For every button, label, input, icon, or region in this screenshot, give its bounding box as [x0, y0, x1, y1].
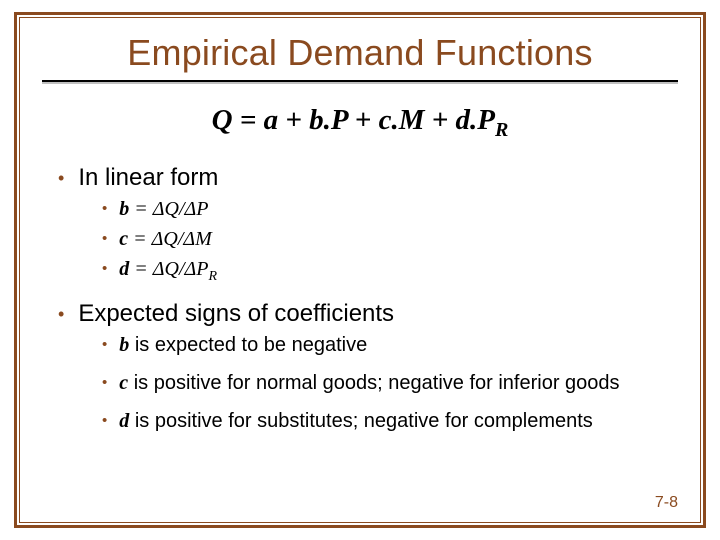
coef-symbol: b [119, 334, 129, 356]
definition-text: d = ΔQ/ΔPR [119, 256, 217, 290]
description-text: is expected to be negative [129, 334, 367, 356]
sign-text: d is positive for substitutes; negative … [119, 408, 593, 434]
coef-symbol: d [119, 258, 129, 280]
bullet-icon: • [102, 256, 107, 282]
coef-symbol: d [119, 410, 129, 432]
delta-q: ΔQ/ [153, 258, 185, 280]
slide-outer-frame: Empirical Demand Functions Q = a + b.P +… [14, 12, 706, 528]
section-heading: In linear form [78, 164, 218, 192]
coef-c-definition: • c = ΔQ/ΔM [102, 226, 668, 252]
delta-denom: ΔP [185, 198, 209, 220]
bullet-icon: • [102, 226, 107, 252]
coef-symbol: c [119, 228, 128, 250]
description-text: is positive for substitutes; negative fo… [129, 410, 593, 432]
sign-d-item: • d is positive for substitutes; negativ… [102, 408, 668, 434]
expected-signs-items: • b is expected to be negative • c is po… [102, 332, 668, 434]
eq-lhs: Q [212, 104, 233, 136]
slide-title: Empirical Demand Functions [52, 32, 668, 74]
demand-equation: Q = a + b.P + c.M + d.PR [52, 104, 668, 142]
delta-q: ΔQ/ [153, 198, 185, 220]
description-text: is positive for normal goods; negative f… [128, 372, 619, 394]
delta-denom: ΔM [183, 228, 211, 250]
bullet-icon: • [102, 332, 107, 358]
eq-coef-d: d. [456, 104, 478, 136]
title-underline [42, 80, 678, 82]
equals-text: = [129, 258, 153, 280]
eq-coef-c: c. [379, 104, 399, 136]
bullet-icon: • [102, 370, 107, 396]
page-number: 7-8 [655, 494, 678, 512]
equals-text: = [128, 228, 152, 250]
section-heading: Expected signs of coefficients [78, 300, 394, 328]
eq-var-p: P [331, 104, 348, 136]
coef-d-definition: • d = ΔQ/ΔPR [102, 256, 668, 290]
bullet-icon: • [58, 164, 64, 192]
sign-text: b is expected to be negative [119, 332, 367, 358]
eq-plus-3: + [425, 104, 456, 136]
eq-equals: = [233, 104, 264, 136]
eq-var-m: M [399, 104, 425, 136]
eq-term-a: a [264, 104, 279, 136]
eq-plus-1: + [278, 104, 309, 136]
coef-symbol: c [119, 372, 128, 394]
sign-c-item: • c is positive for normal goods; negati… [102, 370, 668, 396]
bullet-icon: • [58, 300, 64, 328]
bullet-icon: • [102, 196, 107, 222]
definition-text: c = ΔQ/ΔM [119, 226, 212, 252]
sign-b-item: • b is expected to be negative [102, 332, 668, 358]
eq-sub-r: R [495, 119, 508, 141]
eq-plus-2: + [348, 104, 379, 136]
bullet-icon: • [102, 408, 107, 434]
linear-form-items: • b = ΔQ/ΔP • c = ΔQ/ΔM • d = ΔQ/ΔPR [102, 196, 668, 290]
slide-content: • In linear form • b = ΔQ/ΔP • c = ΔQ/ΔM [52, 164, 668, 434]
sign-text: c is positive for normal goods; negative… [119, 370, 619, 396]
delta-denom: ΔP [185, 258, 209, 280]
section-linear-form: • In linear form [58, 164, 668, 192]
eq-coef-b: b. [309, 104, 331, 136]
coef-symbol: b [119, 198, 129, 220]
section-expected-signs: • Expected signs of coefficients [58, 300, 668, 328]
equals-text: = [129, 198, 153, 220]
subscript-r: R [208, 269, 217, 284]
slide-inner-frame: Empirical Demand Functions Q = a + b.P +… [19, 17, 701, 523]
eq-var-pr: P [477, 104, 495, 136]
coef-b-definition: • b = ΔQ/ΔP [102, 196, 668, 222]
delta-q: ΔQ/ [152, 228, 184, 250]
definition-text: b = ΔQ/ΔP [119, 196, 208, 222]
